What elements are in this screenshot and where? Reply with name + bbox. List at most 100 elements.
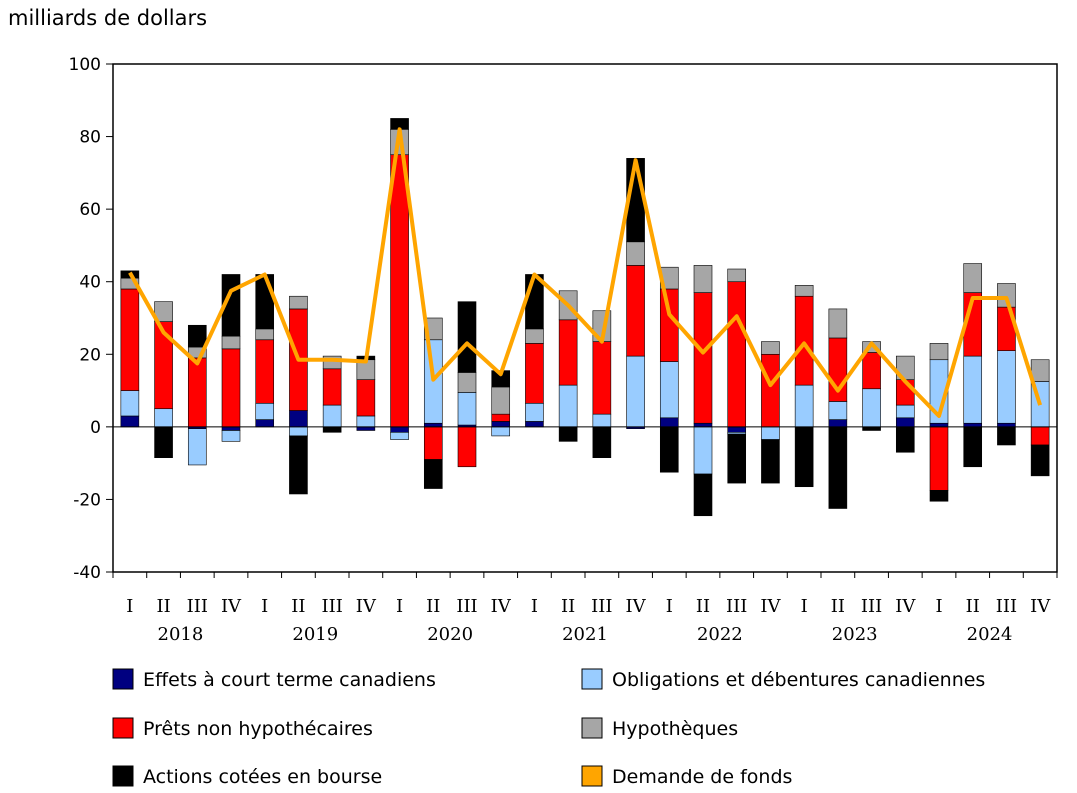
- bar-segment-5: [963, 426, 983, 468]
- legend-swatch: [581, 717, 603, 739]
- bar-segment-5: [693, 473, 713, 517]
- quarter-label: IV: [626, 596, 647, 617]
- quarter-label: I: [261, 596, 268, 617]
- legend-label: Obligations et débentures canadiennes: [612, 669, 985, 691]
- bar-segment-3: [693, 292, 713, 424]
- bar-segment-3: [558, 319, 578, 386]
- quarter-label: II: [966, 596, 980, 617]
- bar-segment-1: [221, 426, 241, 431]
- legend: Effets à court terme canadiens Obligation…: [112, 668, 985, 788]
- bar-segment-2: [761, 426, 780, 440]
- bar-segment-5: [457, 301, 477, 373]
- bar-segment-1: [525, 421, 544, 428]
- quarter-label: III: [456, 596, 477, 617]
- bar-segment-2: [322, 404, 342, 428]
- bar-segment-2: [390, 431, 409, 440]
- bar-segment-1: [390, 426, 409, 433]
- legend-label: Effets à court terme canadiens: [143, 669, 436, 691]
- bar-segment-2: [592, 413, 612, 428]
- year-label: 2022: [697, 624, 743, 645]
- bar-segment-5: [289, 435, 308, 495]
- legend-swatch: [112, 668, 134, 690]
- bar-segment-2: [120, 390, 140, 417]
- bar-segment-3: [255, 339, 275, 404]
- legend-label: Demande de fonds: [612, 766, 792, 788]
- bar-segment-3: [794, 295, 814, 386]
- quarter-label: I: [935, 596, 942, 617]
- bar-segment-5: [862, 426, 881, 431]
- bar-segment-5: [255, 274, 275, 330]
- quarter-label: IV: [760, 596, 781, 617]
- bar-segment-5: [997, 426, 1016, 446]
- bar-segment-5: [794, 426, 814, 488]
- y-tick-label: 100: [69, 55, 101, 75]
- bar-segment-3: [491, 413, 511, 422]
- bar-segment-5: [895, 426, 915, 453]
- bar-segment-5: [154, 426, 173, 459]
- bar-segment-2: [525, 402, 544, 422]
- bar-segment-4: [525, 328, 544, 344]
- bar-segment-4: [761, 341, 780, 355]
- bar-segment-4: [828, 308, 848, 339]
- quarter-label: IV: [1030, 596, 1051, 617]
- bar-segment-4: [727, 268, 747, 283]
- bar-segment-3: [659, 288, 679, 362]
- y-tick-label: -20: [73, 490, 101, 510]
- bar-segment-1: [491, 421, 511, 428]
- year-label: 2019: [292, 624, 338, 645]
- quarter-label: IV: [356, 596, 377, 617]
- bar-segment-2: [154, 408, 173, 428]
- quarter-label: II: [696, 596, 710, 617]
- bar-segment-4: [693, 265, 713, 293]
- bar-segment-4: [491, 386, 511, 415]
- quarter-label: III: [726, 596, 747, 617]
- bar-segment-5: [659, 426, 679, 473]
- year-label: 2023: [832, 624, 878, 645]
- bar-segment-1: [255, 419, 275, 428]
- quarter-label: II: [831, 596, 845, 617]
- quarter-label: III: [187, 596, 208, 617]
- bar-segment-4: [626, 241, 645, 266]
- y-tick-label: -40: [73, 563, 101, 583]
- bar-segment-2: [828, 401, 848, 420]
- y-tick-label: 40: [79, 273, 101, 293]
- bar-segment-3: [626, 265, 645, 357]
- bar-segment-1: [929, 422, 949, 428]
- quarter-label: I: [531, 596, 538, 617]
- quarter-label: III: [996, 596, 1017, 617]
- y-tick-label: 60: [79, 200, 101, 220]
- bar-segment-3: [356, 379, 376, 417]
- bar-segment-3: [390, 154, 409, 428]
- year-label: 2018: [158, 624, 204, 645]
- bar-segment-5: [828, 426, 848, 509]
- bar-segment-2: [356, 415, 376, 428]
- year-label: 2020: [427, 624, 473, 645]
- bar-segment-4: [997, 283, 1016, 308]
- bar-segment-4: [255, 328, 275, 341]
- bar-segment-3: [1030, 426, 1050, 446]
- bar-segment-1: [356, 426, 376, 431]
- quarter-label: I: [801, 596, 808, 617]
- bar-segment-1: [659, 417, 679, 428]
- bar-segment-5: [423, 459, 443, 489]
- y-axis: 100 80 60 40 20 0 -20 -40: [69, 55, 113, 583]
- demande-de-fonds-line: [128, 127, 1043, 418]
- bar-segment-3: [761, 353, 780, 428]
- bar-segment-5: [1030, 444, 1050, 477]
- bar-segment-2: [221, 430, 241, 442]
- bar-segment-2: [659, 361, 679, 419]
- bar-segment-4: [929, 343, 949, 361]
- quarter-label: II: [426, 596, 440, 617]
- legend-swatch: [112, 765, 134, 787]
- bar-segment-5: [322, 426, 342, 433]
- legend-label: Actions cotées en bourse: [143, 766, 382, 788]
- legend-swatch: [112, 717, 134, 739]
- bar-segment-1: [120, 415, 140, 428]
- bar-segment-4: [457, 372, 477, 393]
- quarter-label: I: [126, 596, 133, 617]
- y-tick-label: 80: [79, 128, 101, 148]
- quarter-label: IV: [895, 596, 916, 617]
- bar-segment-2: [491, 426, 511, 437]
- bar-segment-3: [592, 341, 612, 415]
